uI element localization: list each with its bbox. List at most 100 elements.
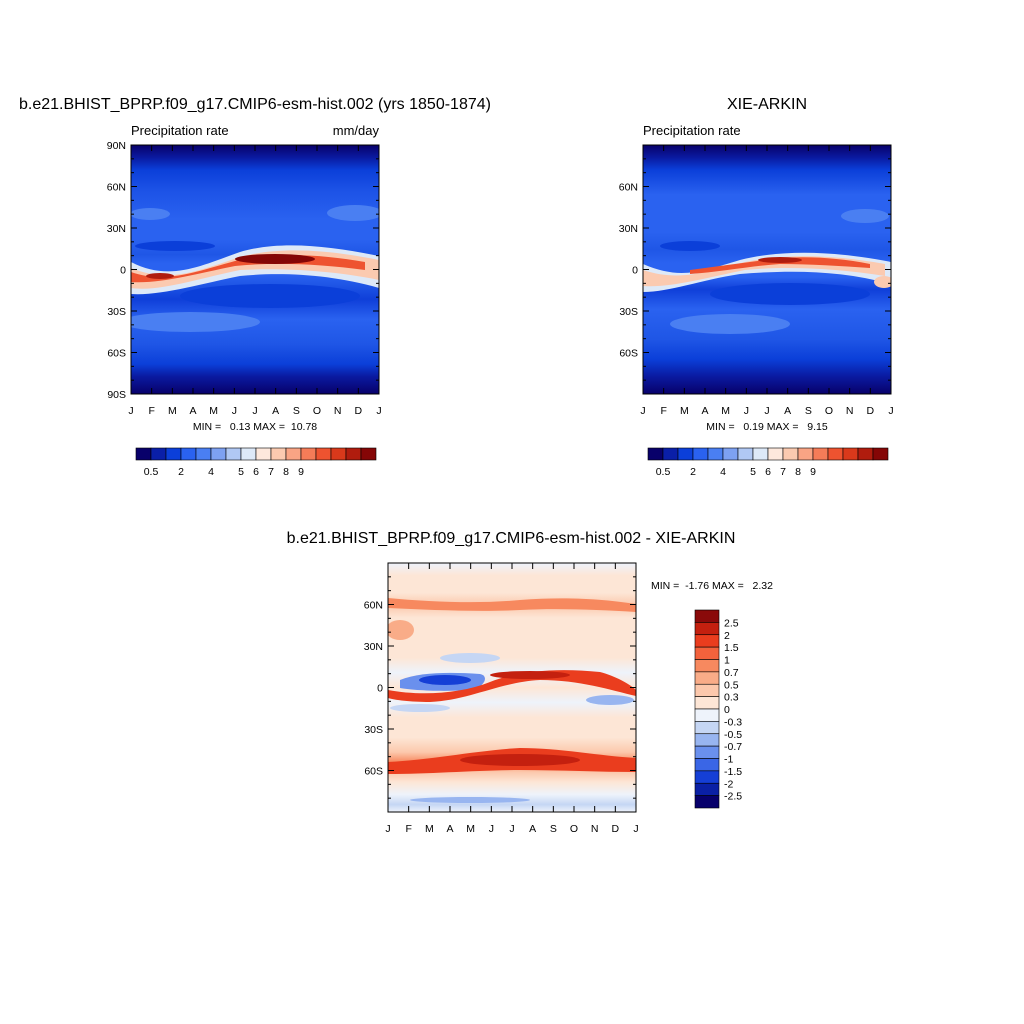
x-tick-label: J [376, 405, 381, 417]
colorbar-swatch [150, 447, 167, 461]
colorbar-label: -1.5 [724, 766, 742, 778]
colorbar-swatch [694, 646, 720, 660]
colorbar-label: 2 [690, 466, 696, 478]
x-tick-label: D [612, 823, 620, 835]
colorbar-swatch [767, 447, 784, 461]
colorbar-swatch [255, 447, 272, 461]
colorbar-swatch [737, 447, 754, 461]
east-dry-bias [586, 695, 634, 705]
itcz-max-west [146, 273, 174, 279]
x-tick-label: M [168, 405, 177, 417]
y-tick-label: 90S [107, 389, 126, 401]
x-tick-label: J [764, 405, 769, 417]
colorbar-swatch [694, 622, 720, 636]
x-tick-label: D [867, 405, 875, 417]
itcz-wet-bias [388, 670, 636, 702]
x-tick-label: J [489, 823, 494, 835]
y-tick-label: 30S [619, 306, 638, 318]
colorbar-swatch [662, 447, 679, 461]
y-tick-label: 0 [120, 265, 126, 277]
x-tick-label: N [591, 823, 599, 835]
colorbar-swatch [694, 770, 720, 784]
itcz-core [690, 257, 870, 274]
x-tick-label: A [784, 405, 791, 417]
y-tick-label: 90N [107, 140, 126, 152]
subtropic-dry-south [180, 284, 360, 308]
x-tick-label: S [293, 405, 300, 417]
x-tick-label: A [189, 405, 196, 417]
colorbar-swatch [360, 447, 377, 461]
panel-diff-title: b.e21.BHIST_BPRP.f09_g17.CMIP6-esm-hist.… [287, 530, 736, 547]
colorbar-swatch [694, 609, 720, 623]
colorbar-label: 7 [780, 466, 786, 478]
colorbar-swatch [694, 634, 720, 648]
colorbar-swatch [694, 696, 720, 710]
y-tick-label: 60S [619, 348, 638, 360]
panel-obs-colorbar: 0.5 2 4 5 6 7 8 9 [647, 447, 889, 478]
colorbar-swatch [812, 447, 829, 461]
colorbar-swatch [692, 447, 709, 461]
colorbar-label: -2 [724, 778, 733, 790]
x-tick-label: A [446, 823, 453, 835]
y-tick-label: 60S [364, 766, 383, 778]
colorbar-swatch [694, 733, 720, 747]
colorbar-label: 2.5 [724, 617, 739, 629]
colorbar-swatch [210, 447, 227, 461]
itcz-max [758, 257, 802, 263]
colorbar-label: 0.7 [724, 667, 739, 679]
bias-north-west [388, 620, 414, 640]
colorbar-label: 8 [795, 466, 801, 478]
x-tick-label: O [825, 405, 833, 417]
bias-south-core [460, 754, 580, 766]
colorbar-label: -0.5 [724, 729, 742, 741]
south-dry-bias [390, 704, 450, 712]
y-tick-label: 60N [107, 182, 126, 194]
storm-track-south [670, 314, 790, 334]
colorbar-swatch [225, 447, 242, 461]
colorbar-swatch [797, 447, 814, 461]
x-tick-label: S [550, 823, 557, 835]
x-tick-label: A [701, 405, 708, 417]
x-tick-label: J [232, 405, 237, 417]
colorbar-swatch [315, 447, 332, 461]
colorbar-swatch [694, 671, 720, 685]
x-tick-label: O [313, 405, 321, 417]
storm-track-south [131, 312, 260, 332]
x-tick-label: M [680, 405, 689, 417]
x-tick-label: J [128, 405, 133, 417]
x-tick-label: A [272, 405, 279, 417]
bias-southern-ocean-dry [410, 797, 530, 803]
colorbar-label: -1 [724, 754, 733, 766]
panel-model-units: mm/day [333, 123, 380, 138]
colorbar-swatch [842, 447, 859, 461]
x-tick-label: J [640, 405, 645, 417]
colorbar-label: 5 [750, 466, 756, 478]
y-tick-label: 30S [364, 724, 383, 736]
colorbar-label: -0.3 [724, 716, 742, 728]
panel-model: b.e21.BHIST_BPRP.f09_g17.CMIP6-esm-hist.… [19, 96, 491, 478]
colorbar-label: 2 [178, 466, 184, 478]
x-tick-label: A [529, 823, 536, 835]
panel-model-colorbar: 0.5 2 4 5 6 7 8 9 [135, 447, 377, 478]
colorbar-swatch [300, 447, 317, 461]
colorbar-label: 6 [765, 466, 771, 478]
x-tick-label: M [721, 405, 730, 417]
y-tick-label: 30S [107, 306, 126, 318]
colorbar-label: -0.7 [724, 741, 742, 753]
colorbar-swatch [694, 745, 720, 759]
bias-north-band [388, 598, 636, 612]
colorbar-label: 0.5 [724, 679, 739, 691]
colorbar-swatch [270, 447, 287, 461]
y-tick-label: 60N [619, 182, 638, 194]
colorbar-label: 1 [724, 655, 730, 667]
panel-model-subtitle: Precipitation rate [131, 123, 229, 138]
colorbar-swatch [872, 447, 889, 461]
y-tick-label: 60S [107, 348, 126, 360]
colorbar-swatch [827, 447, 844, 461]
subtropic-dry-north [660, 241, 720, 251]
x-tick-label: N [846, 405, 854, 417]
x-tick-label: F [148, 405, 154, 417]
x-tick-label: O [570, 823, 578, 835]
